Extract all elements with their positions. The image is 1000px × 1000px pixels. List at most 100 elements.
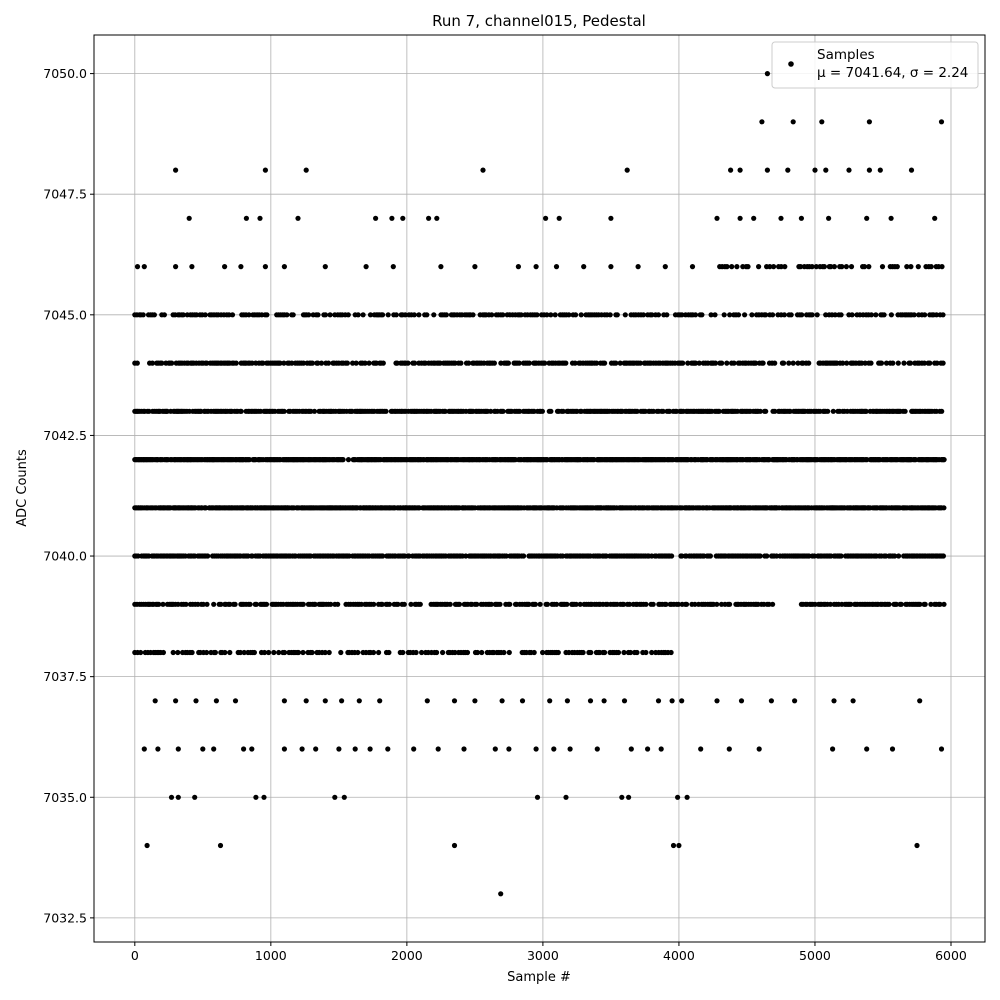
data-point (183, 601, 189, 607)
data-point (848, 601, 854, 607)
data-point (438, 264, 444, 270)
data-point (362, 360, 368, 366)
data-point (192, 794, 198, 800)
data-point (901, 360, 907, 366)
data-point (827, 601, 834, 607)
data-point (380, 360, 386, 366)
data-point (753, 360, 759, 366)
data-point (238, 408, 244, 414)
data-point (299, 746, 305, 752)
data-point (624, 167, 630, 173)
data-point (830, 746, 836, 752)
data-points (132, 71, 947, 897)
data-point (537, 601, 543, 607)
data-point (383, 408, 389, 414)
data-point (689, 264, 696, 270)
data-point (861, 264, 868, 270)
data-point (556, 215, 562, 221)
data-point (218, 601, 224, 607)
data-point (526, 360, 532, 366)
data-point (472, 264, 478, 270)
data-point (699, 312, 705, 318)
data-point (735, 312, 742, 318)
data-point (366, 360, 372, 366)
data-point (505, 360, 511, 366)
data-point (501, 649, 507, 656)
data-point (498, 891, 504, 897)
data-point (413, 649, 419, 656)
data-point (370, 649, 377, 656)
data-point (507, 601, 513, 607)
data-point (309, 360, 315, 366)
data-point (458, 360, 464, 366)
data-point (619, 794, 625, 800)
data-point (889, 746, 896, 752)
data-point (868, 360, 874, 366)
data-point (419, 649, 425, 656)
data-point (763, 408, 769, 414)
data-point (442, 408, 448, 414)
data-point (917, 698, 923, 704)
y-tick-label: 7040.0 (43, 549, 87, 564)
data-point (821, 264, 828, 270)
data-point (200, 746, 206, 752)
data-point (788, 312, 794, 318)
data-point (193, 698, 199, 704)
y-tick-label: 7047.5 (43, 187, 87, 202)
x-tick-label: 2000 (391, 948, 423, 963)
data-point (355, 649, 361, 656)
data-point (893, 601, 900, 607)
data-point (443, 312, 449, 318)
data-point (169, 360, 175, 366)
legend: Samples μ = 7041.64, σ = 2.24 (771, 41, 979, 89)
data-point (532, 601, 539, 607)
data-point (322, 264, 328, 270)
data-point (548, 312, 554, 318)
data-point (830, 408, 836, 414)
y-axis: 7032.5 7035.0 7037.5 7040.0 7042.5 7045.0 7047… (43, 66, 94, 925)
data-point (658, 746, 664, 752)
data-point (588, 649, 594, 656)
data-point (338, 649, 344, 656)
data-point (257, 215, 263, 221)
data-point (878, 360, 885, 366)
data-point (635, 264, 641, 270)
data-point (608, 215, 614, 221)
data-point (281, 698, 287, 704)
data-point (795, 360, 801, 366)
data-point (886, 601, 892, 607)
data-point (907, 360, 914, 366)
data-point (724, 360, 730, 366)
data-point (771, 264, 777, 270)
data-point (759, 119, 765, 125)
data-point (233, 360, 239, 366)
data-point (667, 408, 673, 414)
data-point (249, 360, 255, 366)
data-point (594, 360, 600, 366)
data-point (345, 312, 351, 318)
data-point (866, 119, 873, 125)
data-point (768, 698, 775, 704)
data-point (634, 408, 640, 414)
data-point (806, 360, 812, 366)
data-point (692, 312, 699, 318)
data-point (134, 360, 140, 366)
data-point (763, 312, 769, 318)
data-point (451, 698, 458, 704)
data-point (649, 649, 655, 656)
data-point (335, 601, 341, 607)
data-point (864, 746, 870, 752)
data-point (809, 312, 815, 318)
data-point (447, 601, 453, 607)
data-point (663, 601, 669, 607)
data-point (451, 842, 458, 849)
y-tick-label: 7035.0 (43, 790, 87, 805)
data-point (781, 312, 788, 318)
data-point (352, 746, 358, 752)
data-point (284, 312, 290, 318)
data-point (312, 601, 318, 607)
data-point (826, 215, 832, 221)
data-point (714, 215, 720, 221)
data-point (544, 312, 550, 318)
data-point (367, 312, 374, 318)
